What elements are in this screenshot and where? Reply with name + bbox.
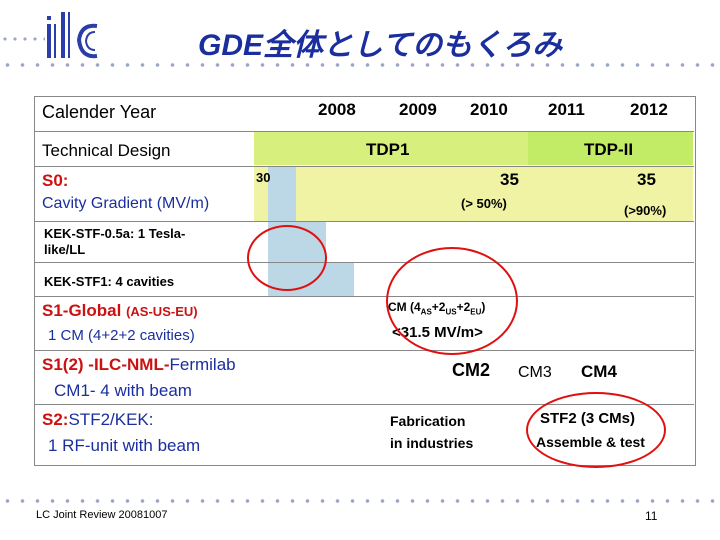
fabrication-line2: in industries bbox=[390, 435, 474, 451]
year-2011: 2011 bbox=[548, 100, 585, 119]
row-divider bbox=[34, 221, 694, 222]
s1-global-subtitle: (AS-US-EU) bbox=[126, 304, 198, 319]
gradient-30: 30 bbox=[256, 170, 271, 185]
decorative-dots-bottom bbox=[0, 498, 720, 504]
kek-stf05-line2: like/LL bbox=[44, 242, 86, 257]
kek-stf1-label: KEK-STF1: 4 cavities bbox=[44, 274, 175, 289]
highlight-ellipse-stf2 bbox=[526, 392, 666, 468]
gradient-band bbox=[254, 166, 693, 221]
row-divider bbox=[34, 350, 694, 351]
s12-description: CM1- 4 with beam bbox=[54, 381, 192, 400]
year-2008: 2008 bbox=[318, 100, 356, 119]
cm2-label: CM2 bbox=[452, 360, 491, 380]
decorative-dots-left bbox=[0, 36, 45, 42]
s0-description: Cavity Gradient (MV/m) bbox=[42, 195, 210, 212]
gradient-35-tdp2: 35 bbox=[637, 170, 656, 189]
footer-text: LC Joint Review 20081007 bbox=[36, 509, 168, 521]
kek-stf05-line1: KEK-STF-0.5a: 1 Tesla- bbox=[44, 226, 186, 241]
kek-stf05-label: KEK-STF-0.5a: 1 Tesla- like/LL bbox=[44, 226, 185, 258]
row-divider bbox=[34, 404, 694, 405]
decorative-dots-top bbox=[0, 62, 720, 68]
row-divider bbox=[34, 166, 694, 167]
highlight-ellipse-stf bbox=[247, 225, 327, 291]
highlight-ellipse-cm bbox=[386, 247, 518, 355]
cm4-label: CM4 bbox=[581, 362, 617, 381]
s0-label: S0: bbox=[42, 171, 69, 190]
year-2009: 2009 bbox=[399, 100, 437, 119]
s1-global-label: S1-Global (AS-US-EU) bbox=[42, 301, 198, 321]
s2-stf: STF2/KEK: bbox=[68, 410, 154, 429]
row-divider bbox=[34, 131, 694, 132]
s2-description: 1 RF-unit with beam bbox=[48, 436, 201, 455]
tdp1-label: TDP1 bbox=[366, 140, 410, 159]
s2-title: S2: bbox=[42, 410, 69, 429]
tdp2-band bbox=[528, 131, 693, 165]
row-divider bbox=[34, 262, 694, 263]
cm3-label: CM3 bbox=[518, 364, 552, 381]
s2-label: S2:STF2/KEK: bbox=[42, 410, 154, 430]
ilc-logo-icon: ilc bbox=[45, 12, 103, 65]
s12-label: S1(2) -ILC-NML-Fermilab bbox=[42, 355, 236, 375]
year-2012: 2012 bbox=[630, 100, 668, 119]
s12-fermilab: Fermilab bbox=[169, 355, 236, 374]
stf1-bar-b bbox=[326, 262, 354, 296]
tdp1-band bbox=[254, 131, 528, 165]
gradient-35-tdp1: 35 bbox=[500, 170, 519, 189]
s1-global-description: 1 CM (4+2+2 cavities) bbox=[48, 327, 195, 344]
yield-50: (> 50%) bbox=[461, 196, 507, 211]
yield-90: (>90%) bbox=[624, 203, 667, 218]
fabrication-label: Fabrication in industries bbox=[390, 410, 473, 454]
page-title: GDE全体としてのもくろみ bbox=[198, 29, 563, 62]
tdp2-label: TDP-II bbox=[584, 140, 634, 159]
row-divider bbox=[34, 296, 694, 297]
s1-global-title: S1-Global bbox=[42, 301, 122, 320]
fabrication-line1: Fabrication bbox=[390, 413, 466, 429]
technical-design-label: Technical Design bbox=[42, 141, 171, 160]
year-2010: 2010 bbox=[470, 100, 508, 119]
page-number: 11 bbox=[645, 509, 658, 523]
calendar-year-label: Calender Year bbox=[42, 102, 157, 122]
s12-title: S1(2) -ILC-NML- bbox=[42, 355, 170, 374]
